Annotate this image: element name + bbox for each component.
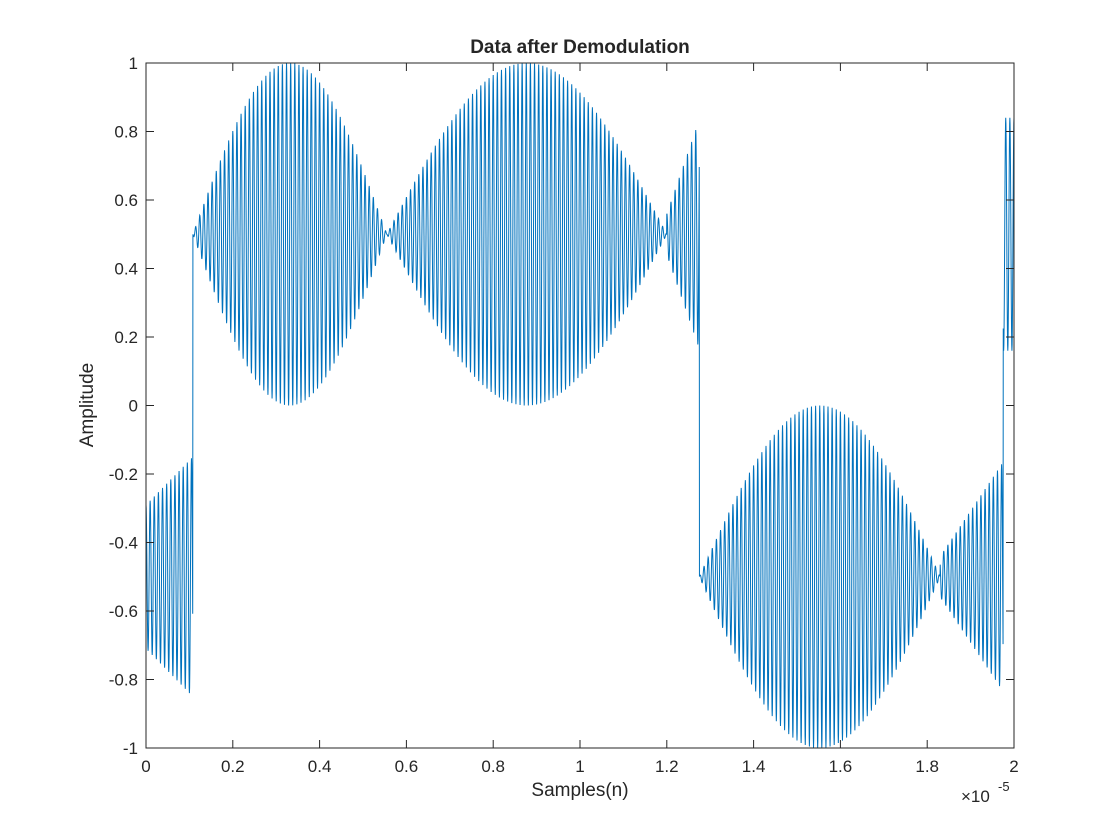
y-tick-label: 1 [129,54,138,73]
plot-area [146,63,1014,748]
chart-title: Data after Demodulation [470,37,690,58]
x-exponent-power: -5 [998,779,1010,794]
x-tick-label: 1.4 [742,757,766,776]
x-tick-label: 0.4 [308,757,332,776]
y-tick-label: -0.8 [109,671,138,690]
y-tick-label: -1 [123,739,138,758]
ticks-layer: 0 0.2 0.4 0.6 0.8 1 1.2 1.4 1.6 1.8 2 -1 -0.8 -0.6 -0.… [109,54,1019,776]
y-tick-label: 0.6 [114,191,138,210]
x-tick-label: 1 [575,757,584,776]
x-tick-label: 1.8 [915,757,939,776]
x-axis-label: Samples(n) [531,780,628,801]
y-tick-label: 0.8 [114,123,138,142]
x-tick-label: 0.2 [221,757,245,776]
y-tick-label: -0.4 [109,534,138,553]
y-tick-label: 0 [129,397,138,416]
y-axis-label: Amplitude [77,363,98,448]
x-tick-label: 1.6 [829,757,853,776]
y-tick-label: -0.6 [109,602,138,621]
x-exponent: ×10 -5 [961,779,1010,806]
x-tick-label: 2 [1009,757,1018,776]
x-tick-label: 1.2 [655,757,679,776]
x-tick-label: 0 [141,757,150,776]
y-tick-label: -0.2 [109,465,138,484]
y-tick-label: 0.2 [114,328,138,347]
x-tick-label: 0.8 [481,757,505,776]
x-tick-label: 0.6 [395,757,419,776]
x-exponent-base: ×10 [961,787,990,806]
y-tick-label: 0.4 [114,260,138,279]
